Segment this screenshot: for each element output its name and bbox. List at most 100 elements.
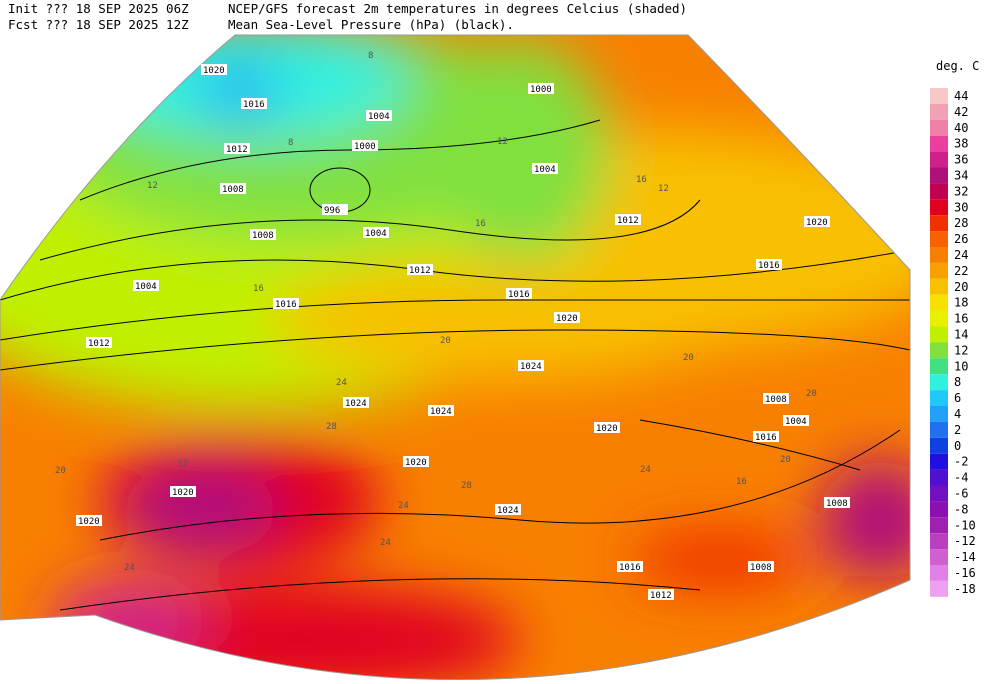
legend-label: 32 <box>954 184 968 198</box>
isobar-label-bg <box>403 456 429 467</box>
legend-swatch <box>930 151 948 168</box>
isobar-label-bg <box>352 140 378 151</box>
isobar-label-bg <box>76 515 102 526</box>
temperature-label: 28 <box>326 422 337 432</box>
legend-swatch <box>930 310 948 327</box>
isobar-label-bg <box>554 312 580 323</box>
isobar-label: 1004 <box>785 417 807 427</box>
isobar-label: 1020 <box>405 458 427 468</box>
temperature-label: 12 <box>497 137 508 147</box>
legend-swatch <box>930 453 948 470</box>
isobar-label-bg <box>518 360 544 371</box>
legend-label: 4 <box>954 407 961 421</box>
isobar-label: 1016 <box>755 433 777 443</box>
legend-label: 40 <box>954 121 968 135</box>
isobar-label: 1012 <box>226 145 248 155</box>
temperature-label: 24 <box>398 501 409 511</box>
isobar-label-bg <box>407 264 433 275</box>
isobar-label: 1016 <box>758 261 780 271</box>
legend-swatch <box>930 374 948 391</box>
isobar-label-bg <box>594 422 620 433</box>
isobar-label: 1024 <box>520 362 542 372</box>
isobar-label-bg <box>783 415 809 426</box>
legend-swatch <box>930 231 948 247</box>
legend-label: 16 <box>954 312 968 326</box>
isobar-label: 1012 <box>409 266 431 276</box>
isobar-label-bg <box>804 216 830 227</box>
legend-label: -18 <box>954 582 976 596</box>
legend-label: 8 <box>954 375 961 389</box>
isobar-label: 1020 <box>172 488 194 498</box>
legend-swatch <box>930 278 948 295</box>
isobar-label: 1024 <box>430 407 452 417</box>
isobar-label: 1016 <box>619 563 641 573</box>
isobar-label-bg <box>86 337 112 348</box>
isobar-label: 1020 <box>78 517 100 527</box>
legend-swatch <box>930 580 948 597</box>
isobar-label: 1008 <box>252 231 274 241</box>
legend-label: -6 <box>954 487 968 501</box>
legend-swatch <box>930 103 948 120</box>
temperature-label: 24 <box>380 538 391 548</box>
legend-label: 34 <box>954 169 968 183</box>
legend-label: -2 <box>954 455 968 469</box>
isobar-label-bg <box>824 497 850 508</box>
subtitle-line: Mean Sea-Level Pressure (hPa) (black). <box>228 17 514 32</box>
legend-label: 42 <box>954 105 968 119</box>
legend-label: 44 <box>954 89 968 103</box>
isobar-labels: 1020 1016 1004 1012 1008 1000 996 1004 1008 1004 1… <box>76 64 850 601</box>
isobar-label: 1008 <box>765 395 787 405</box>
isobar-label: 1020 <box>203 66 225 76</box>
temperature-label: 24 <box>124 563 135 573</box>
isobar-label-bg <box>366 110 392 121</box>
isobar-label-bg <box>753 431 779 442</box>
legend-swatch <box>930 294 948 311</box>
isobar-label-bg <box>506 288 532 299</box>
legend-label: 26 <box>954 232 968 246</box>
legend-swatch <box>930 406 948 422</box>
legend-swatch <box>930 501 948 518</box>
isobar-label-bg <box>763 393 789 404</box>
isobar-label: 1012 <box>88 339 110 349</box>
isobar-label-bg <box>273 298 299 309</box>
temperature-label: 8 <box>288 138 293 148</box>
temperature-labels: 8 8 12 12 16 20 24 28 32 24 20 16 16 20 20 24 28 24 16 20 24… <box>55 51 817 573</box>
legend-label: 10 <box>954 359 968 373</box>
legend-swatch <box>930 485 948 502</box>
legend-label: 12 <box>954 343 968 357</box>
legend-swatch <box>930 88 948 104</box>
legend: 4442403836343230282624222018161412108642… <box>930 88 976 597</box>
isobar-label: 1008 <box>750 563 772 573</box>
isobar-label: 1004 <box>365 229 387 239</box>
legend-label: 38 <box>954 137 968 151</box>
legend-swatch <box>930 262 948 279</box>
isobar-label: 1004 <box>368 112 390 122</box>
legend-swatch <box>930 326 948 343</box>
isobar-label-bg <box>170 486 196 497</box>
legend-label: -16 <box>954 566 976 580</box>
isobar-label-bg <box>528 83 554 94</box>
temperature-label: 24 <box>336 378 347 388</box>
isobar-label: 1024 <box>497 506 519 516</box>
legend-label: 28 <box>954 216 968 230</box>
isobar-label-bg <box>224 143 250 154</box>
legend-label: 14 <box>954 328 968 342</box>
temperature-label: 16 <box>736 477 747 487</box>
legend-swatch <box>930 215 948 232</box>
legend-label: 22 <box>954 264 968 278</box>
isobar-label: 1020 <box>556 314 578 324</box>
isobar-label: 996 <box>324 206 340 216</box>
legend-label: 18 <box>954 296 968 310</box>
legend-label: 0 <box>954 439 961 453</box>
legend-label: 30 <box>954 200 968 214</box>
temperature-label: 20 <box>683 353 694 363</box>
legend-swatch <box>930 549 948 565</box>
isobar-label-bg <box>322 204 348 215</box>
isobar-label: 1008 <box>826 499 848 509</box>
isobar-label-bg <box>532 163 558 174</box>
isobar-label: 1000 <box>354 142 376 152</box>
temperature-label: 16 <box>253 284 264 294</box>
temperature-label: 20 <box>780 455 791 465</box>
temperature-label: 24 <box>640 465 651 475</box>
isobar-label: 1020 <box>596 424 618 434</box>
